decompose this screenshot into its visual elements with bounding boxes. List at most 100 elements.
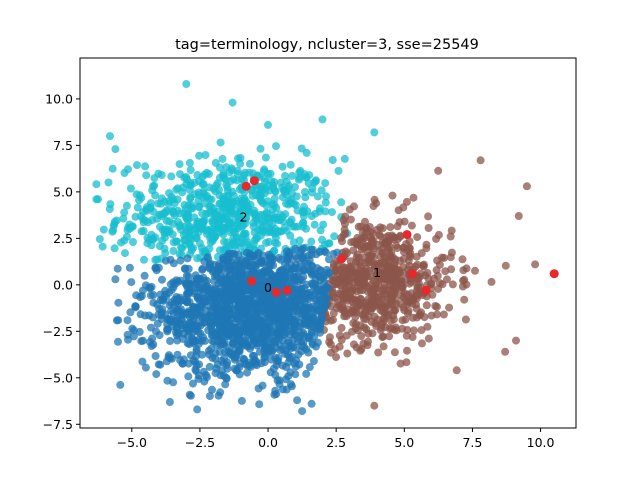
data-point <box>342 331 351 340</box>
data-point <box>262 279 271 288</box>
data-point <box>290 319 299 328</box>
data-point <box>141 311 150 320</box>
data-point <box>218 337 227 346</box>
data-point <box>299 207 308 216</box>
data-point <box>403 346 411 355</box>
data-point <box>185 186 194 194</box>
data-point <box>181 265 189 274</box>
data-point <box>162 357 171 366</box>
data-point <box>277 301 286 310</box>
data-point <box>236 279 245 288</box>
data-point <box>512 336 520 345</box>
data-point <box>129 326 138 335</box>
data-point <box>162 216 171 225</box>
data-point <box>110 244 119 253</box>
data-point <box>167 172 176 181</box>
data-point <box>263 197 272 206</box>
data-point <box>282 199 290 208</box>
data-point <box>396 232 405 241</box>
data-point <box>257 258 266 267</box>
data-point <box>307 245 316 254</box>
data-point <box>200 170 209 179</box>
data-point <box>206 202 215 211</box>
data-point <box>289 238 298 247</box>
data-point <box>325 255 333 264</box>
points-layer <box>92 80 540 416</box>
data-point <box>197 318 206 327</box>
data-point <box>376 223 385 232</box>
data-point <box>141 162 150 171</box>
data-point <box>300 290 309 299</box>
data-point <box>237 270 246 279</box>
data-point <box>125 263 134 272</box>
data-point <box>285 181 294 190</box>
data-point <box>172 324 181 333</box>
data-point <box>156 222 164 231</box>
data-point <box>182 80 191 88</box>
data-point <box>193 405 202 414</box>
y-tick-label: −2.5 <box>43 324 73 339</box>
data-point <box>211 354 220 363</box>
data-point <box>310 270 319 279</box>
data-point <box>439 310 448 319</box>
data-point <box>189 379 197 388</box>
data-point <box>191 365 200 374</box>
data-point <box>385 324 394 333</box>
data-point <box>296 166 305 175</box>
data-point <box>272 307 281 315</box>
data-point <box>138 357 147 366</box>
centroid-point <box>249 176 259 186</box>
data-point <box>386 223 395 232</box>
data-point <box>203 284 212 293</box>
data-point <box>251 210 260 219</box>
data-point <box>126 184 135 193</box>
data-point <box>189 356 198 365</box>
data-point <box>331 293 340 302</box>
data-point <box>153 255 162 264</box>
data-point <box>223 321 232 330</box>
data-point <box>146 204 155 213</box>
data-point <box>522 182 531 191</box>
data-point <box>149 182 158 191</box>
data-point <box>169 378 178 387</box>
data-point <box>126 308 135 317</box>
data-point <box>378 333 387 342</box>
cluster-label: 0 <box>264 280 272 295</box>
data-point <box>250 228 259 237</box>
data-point <box>194 197 203 206</box>
data-point <box>168 230 177 239</box>
data-point <box>271 371 280 379</box>
data-point <box>262 208 271 217</box>
data-point <box>387 248 396 257</box>
data-point <box>278 336 287 345</box>
data-point <box>241 215 250 224</box>
data-point <box>325 333 334 342</box>
data-point <box>317 186 326 195</box>
data-point <box>328 156 337 164</box>
data-point <box>370 128 379 137</box>
data-point <box>176 170 184 179</box>
data-point <box>172 237 181 246</box>
data-point <box>272 142 280 151</box>
data-point <box>152 370 161 379</box>
data-point <box>265 218 274 227</box>
data-point <box>286 330 294 339</box>
data-point <box>274 353 283 362</box>
data-point <box>92 180 101 189</box>
data-point <box>216 388 225 397</box>
data-point <box>443 275 451 284</box>
data-point <box>195 151 204 160</box>
data-point <box>424 334 433 343</box>
data-point <box>400 248 408 257</box>
data-point <box>389 233 398 242</box>
data-point <box>271 336 280 345</box>
data-point <box>254 219 263 228</box>
data-point <box>339 306 348 315</box>
data-point <box>186 194 195 203</box>
data-point <box>399 293 408 302</box>
data-point <box>334 166 343 175</box>
centroid-point <box>271 287 281 297</box>
data-point <box>172 293 181 301</box>
data-point <box>448 280 457 289</box>
